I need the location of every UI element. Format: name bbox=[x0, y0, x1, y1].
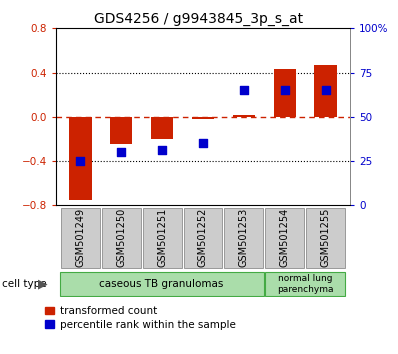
Point bbox=[118, 149, 124, 155]
FancyBboxPatch shape bbox=[61, 208, 100, 268]
Point bbox=[241, 87, 247, 93]
Bar bbox=[192, 117, 214, 119]
Text: GSM501252: GSM501252 bbox=[198, 207, 208, 267]
FancyBboxPatch shape bbox=[265, 208, 304, 268]
Point bbox=[77, 158, 84, 164]
Bar bbox=[314, 65, 337, 117]
Text: cell type: cell type bbox=[2, 279, 47, 289]
Text: GSM501254: GSM501254 bbox=[280, 207, 290, 267]
Text: GDS4256 / g9943845_3p_s_at: GDS4256 / g9943845_3p_s_at bbox=[94, 12, 304, 27]
Bar bbox=[69, 117, 92, 200]
FancyBboxPatch shape bbox=[60, 272, 263, 296]
Text: caseous TB granulomas: caseous TB granulomas bbox=[100, 279, 224, 289]
Text: GSM501251: GSM501251 bbox=[157, 207, 167, 267]
Bar bbox=[273, 69, 296, 117]
FancyBboxPatch shape bbox=[142, 208, 181, 268]
Bar bbox=[151, 117, 173, 139]
Legend: transformed count, percentile rank within the sample: transformed count, percentile rank withi… bbox=[45, 306, 236, 330]
FancyBboxPatch shape bbox=[224, 208, 263, 268]
Text: GSM501253: GSM501253 bbox=[239, 207, 249, 267]
Text: GSM501249: GSM501249 bbox=[75, 207, 85, 267]
FancyBboxPatch shape bbox=[183, 208, 222, 268]
FancyBboxPatch shape bbox=[265, 272, 345, 296]
Text: GSM501250: GSM501250 bbox=[116, 207, 126, 267]
Text: normal lung
parenchyma: normal lung parenchyma bbox=[277, 274, 334, 294]
Point bbox=[282, 87, 288, 93]
Point bbox=[322, 87, 329, 93]
FancyBboxPatch shape bbox=[306, 208, 345, 268]
Bar bbox=[110, 117, 133, 144]
FancyBboxPatch shape bbox=[102, 208, 140, 268]
Bar bbox=[233, 115, 255, 117]
Text: GSM501255: GSM501255 bbox=[321, 207, 331, 267]
Point bbox=[159, 148, 165, 153]
Text: ▶: ▶ bbox=[38, 278, 48, 291]
Point bbox=[200, 141, 206, 146]
